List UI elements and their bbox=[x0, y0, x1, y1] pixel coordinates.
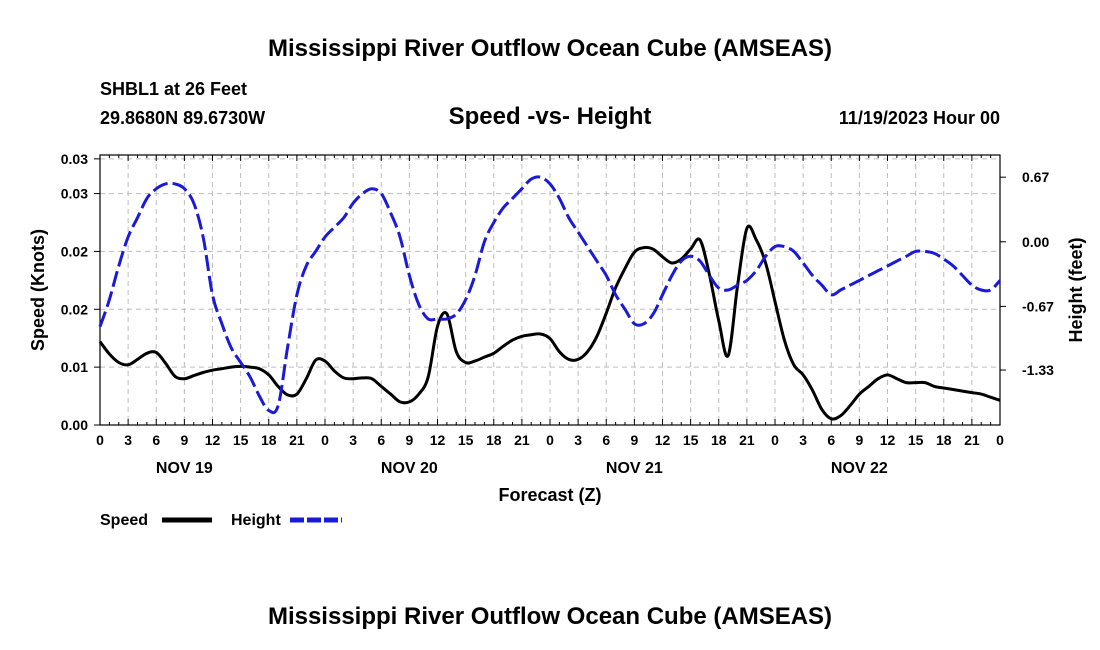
x-tick-label: 0 bbox=[96, 432, 104, 448]
series-line-speed bbox=[98, 224, 1001, 421]
y2-tick-label: 0.67 bbox=[1022, 169, 1049, 185]
x-tick-label: 12 bbox=[880, 432, 896, 448]
y-tick-label: 0.03 bbox=[61, 186, 88, 202]
y2-axis-label: Height (feet) bbox=[1066, 238, 1086, 343]
x-tick-label: 9 bbox=[630, 432, 638, 448]
x-tick-label: 9 bbox=[855, 432, 863, 448]
x-tick-label: 6 bbox=[827, 432, 835, 448]
y-tick-label: 0.03 bbox=[61, 151, 88, 167]
x-tick-label: 15 bbox=[233, 432, 249, 448]
x-axis-label: Forecast (Z) bbox=[498, 485, 601, 505]
grid bbox=[100, 155, 1000, 425]
y2-tick-label: -0.67 bbox=[1022, 298, 1054, 314]
x-tick-label: 21 bbox=[964, 432, 980, 448]
main-title: Mississippi River Outflow Ocean Cube (AM… bbox=[268, 35, 832, 62]
y-tick-label: 0.02 bbox=[61, 243, 88, 259]
x-tick-label: 21 bbox=[514, 432, 530, 448]
x-tick-label: 3 bbox=[124, 432, 132, 448]
x-tick-label: 0 bbox=[546, 432, 554, 448]
y-tick-label: 0.01 bbox=[61, 359, 88, 375]
location-label: 29.8680N 89.6730W bbox=[100, 108, 265, 128]
x-tick-label: 15 bbox=[683, 432, 699, 448]
x-tick-label: 18 bbox=[936, 432, 952, 448]
y2-tick-label: 0.00 bbox=[1022, 234, 1049, 250]
legend-height-label: Height bbox=[231, 512, 281, 529]
x-tick-label: 18 bbox=[711, 432, 727, 448]
x-tick-label: 18 bbox=[486, 432, 502, 448]
x-tick-label: 12 bbox=[655, 432, 671, 448]
x-tick-label: 3 bbox=[799, 432, 807, 448]
x-tick-label: 15 bbox=[458, 432, 474, 448]
y-tick-label: 0.00 bbox=[61, 417, 88, 433]
x-tick-label: 9 bbox=[180, 432, 188, 448]
x-tick-label: 0 bbox=[771, 432, 779, 448]
x-tick-label: 0 bbox=[321, 432, 329, 448]
legend-speed-label: Speed bbox=[100, 512, 148, 529]
day-label: NOV 22 bbox=[831, 460, 888, 477]
x-tick-label: 3 bbox=[574, 432, 582, 448]
station-label: SHBL1 at 26 Feet bbox=[100, 79, 247, 99]
x-tick-label: 0 bbox=[996, 432, 1004, 448]
y-axis-label: Speed (Knots) bbox=[28, 229, 48, 351]
day-label: NOV 20 bbox=[381, 460, 438, 477]
axis-ticks: 0 3 6 9 12 15 18 21 0 3 6 9 12 15 18 21 0 3 6 9 12 15 18 21 0 3 6 9… bbox=[61, 151, 1054, 477]
day-label: NOV 19 bbox=[156, 460, 213, 477]
y2-tick-label: -1.33 bbox=[1022, 362, 1054, 378]
date-label: 11/19/2023 Hour 00 bbox=[839, 108, 1000, 128]
legend: Speed Height bbox=[100, 512, 342, 529]
x-tick-label: 6 bbox=[152, 432, 160, 448]
x-tick-label: 6 bbox=[602, 432, 610, 448]
series-lines bbox=[98, 175, 1002, 421]
y-tick-label: 0.02 bbox=[61, 301, 88, 317]
day-label: NOV 21 bbox=[606, 460, 663, 477]
x-tick-label: 12 bbox=[205, 432, 221, 448]
x-tick-label: 21 bbox=[739, 432, 755, 448]
x-tick-label: 18 bbox=[261, 432, 277, 448]
x-tick-label: 12 bbox=[430, 432, 446, 448]
footer-title: Mississippi River Outflow Ocean Cube (AM… bbox=[268, 603, 832, 630]
x-tick-label: 3 bbox=[349, 432, 357, 448]
x-tick-label: 15 bbox=[908, 432, 924, 448]
chart-title: Speed -vs- Height bbox=[449, 103, 652, 130]
x-tick-label: 9 bbox=[405, 432, 413, 448]
x-tick-label: 21 bbox=[289, 432, 305, 448]
x-tick-label: 6 bbox=[377, 432, 385, 448]
series-line-height bbox=[98, 175, 1002, 415]
